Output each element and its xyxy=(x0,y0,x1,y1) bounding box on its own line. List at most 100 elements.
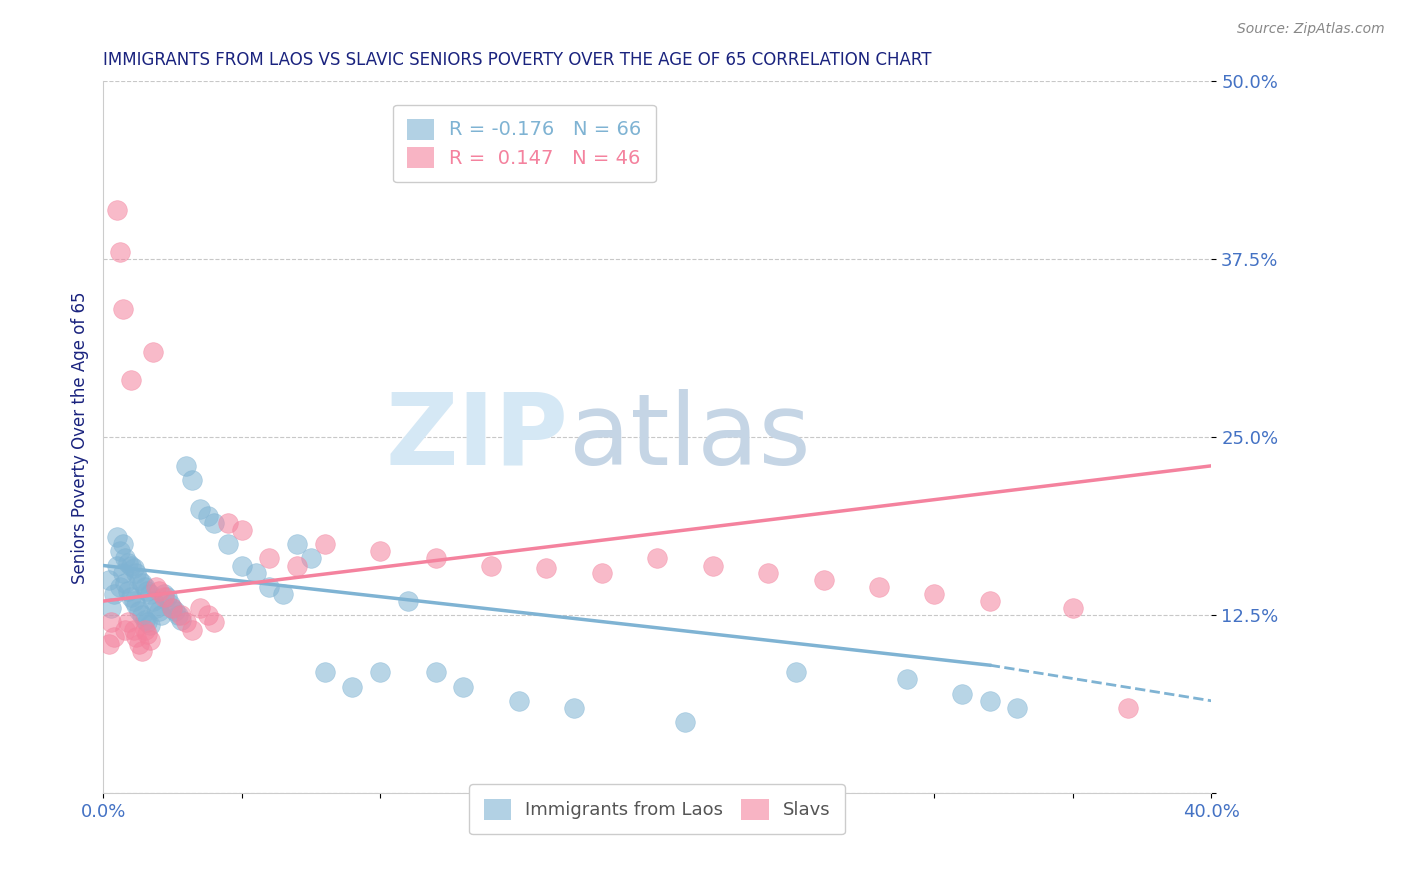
Point xyxy=(174,615,197,630)
Point xyxy=(285,537,308,551)
Point xyxy=(122,623,145,637)
Point xyxy=(170,608,193,623)
Point xyxy=(125,599,148,613)
Point xyxy=(108,580,131,594)
Point xyxy=(125,566,148,580)
Point xyxy=(813,573,835,587)
Point xyxy=(702,558,724,573)
Point xyxy=(259,580,281,594)
Point xyxy=(108,544,131,558)
Text: Source: ZipAtlas.com: Source: ZipAtlas.com xyxy=(1237,22,1385,37)
Point xyxy=(1062,601,1084,615)
Point xyxy=(453,680,475,694)
Point xyxy=(202,615,225,630)
Point xyxy=(285,558,308,573)
Point xyxy=(100,615,122,630)
Point xyxy=(105,530,128,544)
Point xyxy=(314,665,336,680)
Point xyxy=(125,630,148,644)
Point xyxy=(425,665,447,680)
Point xyxy=(148,584,170,599)
Point xyxy=(114,623,136,637)
Point xyxy=(120,373,142,387)
Point xyxy=(202,516,225,530)
Point xyxy=(134,580,156,594)
Point xyxy=(259,551,281,566)
Point xyxy=(217,537,239,551)
Point xyxy=(162,601,184,615)
Point xyxy=(117,584,139,599)
Point xyxy=(174,458,197,473)
Point xyxy=(120,558,142,573)
Point xyxy=(145,580,167,594)
Point xyxy=(128,604,150,618)
Point xyxy=(142,594,165,608)
Point xyxy=(188,601,211,615)
Point xyxy=(231,558,253,573)
Point xyxy=(136,584,159,599)
Point xyxy=(131,575,153,590)
Point xyxy=(645,551,668,566)
Point xyxy=(785,665,807,680)
Legend: Immigrants from Laos, Slavs: Immigrants from Laos, Slavs xyxy=(470,784,845,834)
Point xyxy=(950,687,973,701)
Point xyxy=(100,601,122,615)
Point xyxy=(188,501,211,516)
Point xyxy=(217,516,239,530)
Point xyxy=(103,587,125,601)
Point xyxy=(536,561,558,575)
Point xyxy=(156,590,179,604)
Point xyxy=(756,566,779,580)
Point xyxy=(97,637,120,651)
Point xyxy=(148,604,170,618)
Point xyxy=(142,345,165,359)
Point xyxy=(128,637,150,651)
Point xyxy=(131,608,153,623)
Point xyxy=(139,587,162,601)
Text: ZIP: ZIP xyxy=(385,389,568,486)
Point xyxy=(868,580,890,594)
Point xyxy=(111,566,134,580)
Point xyxy=(114,551,136,566)
Point xyxy=(979,694,1001,708)
Point xyxy=(136,615,159,630)
Point xyxy=(924,587,946,601)
Point xyxy=(167,608,190,623)
Point xyxy=(136,627,159,641)
Point xyxy=(114,575,136,590)
Point xyxy=(562,701,585,715)
Point xyxy=(139,632,162,647)
Point xyxy=(231,523,253,537)
Text: IMMIGRANTS FROM LAOS VS SLAVIC SENIORS POVERTY OVER THE AGE OF 65 CORRELATION CH: IMMIGRANTS FROM LAOS VS SLAVIC SENIORS P… xyxy=(103,51,932,69)
Point xyxy=(131,644,153,658)
Text: atlas: atlas xyxy=(568,389,810,486)
Point xyxy=(271,587,294,601)
Point xyxy=(180,623,202,637)
Point xyxy=(159,597,181,611)
Point xyxy=(165,604,187,618)
Point xyxy=(425,551,447,566)
Point xyxy=(180,473,202,487)
Point xyxy=(368,544,391,558)
Point xyxy=(150,608,173,623)
Point xyxy=(896,673,918,687)
Point xyxy=(97,573,120,587)
Point xyxy=(128,573,150,587)
Point xyxy=(134,623,156,637)
Point xyxy=(591,566,613,580)
Point xyxy=(120,590,142,604)
Point xyxy=(368,665,391,680)
Point xyxy=(979,594,1001,608)
Point xyxy=(170,613,193,627)
Point xyxy=(117,615,139,630)
Point xyxy=(673,715,696,730)
Point xyxy=(479,558,502,573)
Point xyxy=(342,680,364,694)
Point xyxy=(108,245,131,260)
Point xyxy=(299,551,322,566)
Point xyxy=(153,587,176,601)
Point xyxy=(314,537,336,551)
Point xyxy=(122,594,145,608)
Point xyxy=(145,601,167,615)
Point xyxy=(197,608,219,623)
